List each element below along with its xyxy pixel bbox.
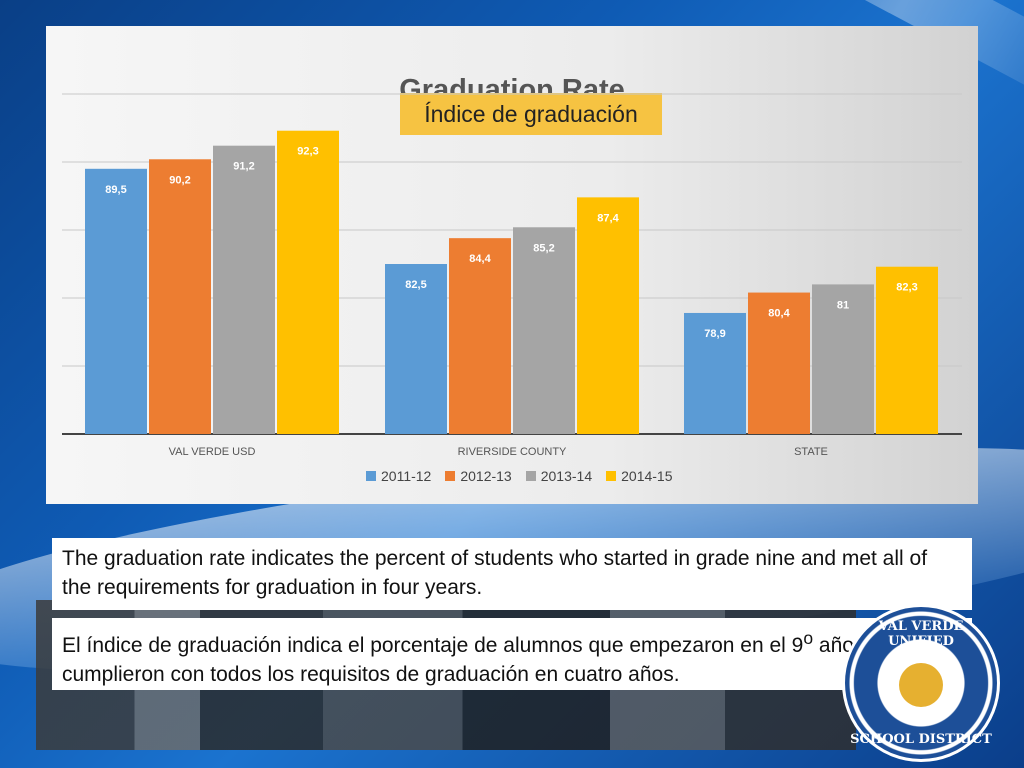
data-label: 82,5 — [405, 279, 426, 291]
data-label: 89,5 — [105, 184, 126, 196]
category-label: RIVERSIDE COUNTY — [458, 446, 567, 458]
legend-item: 2012-13 — [445, 468, 512, 484]
bar — [513, 227, 575, 434]
bar-chart: 89,5 90,2 91,2 92,3 VAL VERDE USD 82,5 84,4 85,… — [62, 93, 962, 458]
chart-panel: Graduation Rate Índice de graduación 89,… — [46, 26, 978, 504]
data-label: 82,3 — [896, 282, 917, 294]
bar — [748, 292, 810, 434]
legend-label: 2012-13 — [460, 468, 512, 484]
seal-bottom-text: SCHOOL DISTRICT — [850, 732, 992, 747]
ordinal-superscript: o — [803, 628, 814, 648]
bar — [449, 238, 511, 434]
chart-subtitle-text: Índice de graduación — [424, 100, 638, 127]
data-label: 84,4 — [469, 253, 491, 265]
data-label: 90,2 — [169, 174, 190, 186]
legend-item: 2014-15 — [606, 468, 673, 484]
bar — [277, 130, 339, 434]
torch-emblem-icon — [899, 663, 943, 707]
legend-label: 2014-15 — [621, 468, 673, 484]
data-label: 81 — [837, 299, 849, 311]
legend-label: 2011-12 — [381, 468, 432, 484]
description-spanish-part1: El índice de graduación indica el porcen… — [62, 634, 804, 657]
data-label: 91,2 — [233, 161, 254, 173]
chart-legend: 2011-12 2012-13 2013-14 2014-15 — [366, 468, 673, 484]
bar — [213, 145, 275, 434]
legend-swatch — [606, 471, 617, 481]
description-spanish: El índice de graduación indica el porcen… — [52, 618, 972, 690]
chart-subtitle: Índice de graduación — [400, 93, 662, 135]
data-label: 78,9 — [704, 328, 725, 340]
category-label: VAL VERDE USD — [169, 446, 256, 458]
legend-swatch — [366, 471, 376, 481]
legend-swatch — [445, 471, 456, 481]
bar — [876, 266, 938, 434]
legend-item: 2013-14 — [525, 468, 593, 484]
bar — [85, 168, 147, 435]
data-label: 92,3 — [297, 146, 318, 158]
legend-label: 2013-14 — [540, 468, 593, 484]
legend-swatch — [525, 471, 536, 481]
legend-item: 2011-12 — [366, 468, 431, 484]
data-label: 80,4 — [768, 308, 790, 320]
bar — [684, 312, 746, 434]
category-label: STATE — [794, 446, 828, 458]
description-english: The graduation rate indicates the percen… — [52, 538, 972, 610]
bar — [149, 159, 211, 434]
data-label: 87,4 — [597, 212, 619, 224]
seal-top-text: VAL VERDE UNIFIED — [878, 619, 964, 649]
bar — [812, 284, 874, 434]
district-seal-logo: VAL VERDE UNIFIED SCHOOL DISTRICT — [842, 604, 1000, 762]
data-label: 85,2 — [533, 242, 554, 254]
bar — [577, 197, 639, 434]
bar — [385, 264, 447, 434]
